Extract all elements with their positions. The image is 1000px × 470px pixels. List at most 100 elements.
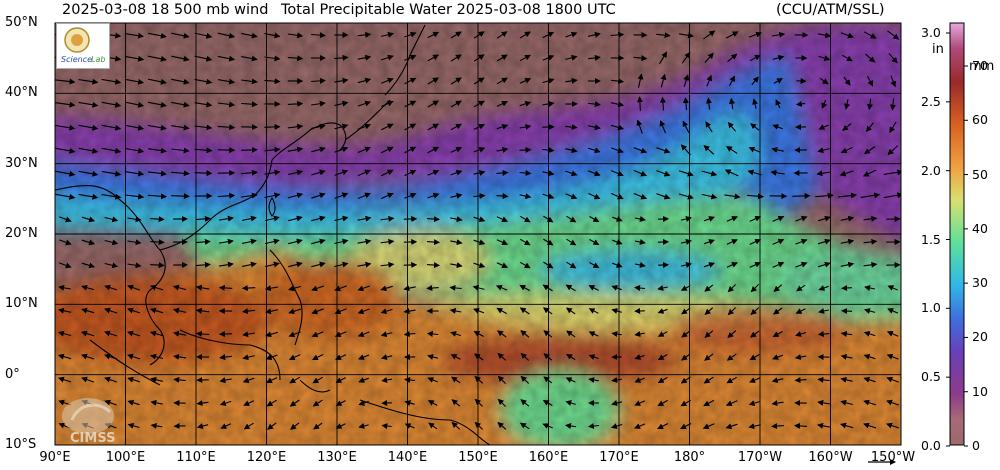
wind-arrow xyxy=(311,331,324,338)
wind-arrow xyxy=(542,423,553,429)
wind-arrow xyxy=(242,377,255,384)
wind-arrow xyxy=(288,238,303,245)
wind-arrow xyxy=(264,192,281,199)
wind-arrow xyxy=(357,123,372,130)
wind-arrow xyxy=(817,376,830,383)
wind-arrow xyxy=(841,308,853,314)
wind-arrow xyxy=(104,284,118,291)
longitude-label: 110°E xyxy=(176,450,216,465)
wind-arrow xyxy=(887,30,900,40)
wind-arrow xyxy=(542,193,555,200)
wind-arrow xyxy=(588,354,599,360)
wind-arrow xyxy=(701,193,718,200)
wind-arrow xyxy=(55,78,76,85)
wind-arrow xyxy=(890,75,897,88)
wind-arrow xyxy=(219,354,232,361)
wind-arrow xyxy=(588,285,599,291)
wind-arrow xyxy=(427,54,440,62)
wind-arrow xyxy=(795,331,807,337)
svg-text:CIMSS: CIMSS xyxy=(70,431,115,446)
wind-arrow xyxy=(217,101,236,108)
wind-arrow xyxy=(404,54,417,61)
wind-arrow xyxy=(287,169,304,176)
wind-arrow xyxy=(427,192,440,199)
wind-arrow xyxy=(218,331,233,338)
wind-arrow xyxy=(747,169,762,176)
wind-arrow xyxy=(660,73,667,88)
wind-arrow xyxy=(241,215,257,222)
wind-arrow xyxy=(565,423,577,429)
wind-arrow xyxy=(104,330,118,337)
cimss-logo: CIMSS xyxy=(58,390,132,446)
wind-arrow xyxy=(863,353,876,360)
wind-arrow xyxy=(58,284,71,291)
wind-arrow xyxy=(883,169,901,176)
wind-arrow xyxy=(705,121,713,133)
wind-arrow xyxy=(219,215,234,222)
wind-arrow xyxy=(703,262,715,268)
wind-arrow xyxy=(78,193,99,200)
wind-arrow xyxy=(241,101,258,108)
wind-arrow xyxy=(841,285,852,291)
colorbar-inch-tick: 0.5 xyxy=(921,369,941,385)
wind-arrow xyxy=(78,147,99,154)
wind-arrow xyxy=(427,31,440,39)
wind-arrow xyxy=(334,215,349,222)
wind-arrow xyxy=(59,239,72,246)
wind-arrow xyxy=(450,146,463,153)
wind-arrow xyxy=(81,376,95,383)
wind-arrow xyxy=(149,307,164,314)
wind-arrow xyxy=(749,54,761,62)
wind-arrow xyxy=(750,307,760,316)
wind-arrow xyxy=(792,192,811,199)
wind-arrow xyxy=(335,423,346,429)
wind-arrow xyxy=(863,422,877,429)
wind-arrow xyxy=(565,31,578,38)
wind-arrow xyxy=(542,399,553,406)
wind-arrow xyxy=(705,97,712,110)
latitude-label: 10°S xyxy=(5,437,37,452)
wind-arrow xyxy=(656,170,671,177)
wind-vectors xyxy=(55,30,901,430)
wind-arrow xyxy=(241,146,258,153)
wind-arrow xyxy=(796,284,806,292)
wind-arrow xyxy=(380,192,394,200)
wind-arrow xyxy=(866,98,873,111)
wind-arrow xyxy=(681,307,691,315)
wind-arrow xyxy=(611,377,622,383)
wind-arrow xyxy=(81,239,96,246)
wind-arrow xyxy=(588,308,599,314)
wind-arrow xyxy=(196,238,211,245)
wind-arrow xyxy=(404,100,417,108)
wind-arrow xyxy=(889,98,896,111)
wind-arrow xyxy=(357,261,372,268)
wind-arrow xyxy=(287,32,304,39)
wind-arrow xyxy=(473,216,486,223)
wind-arrow xyxy=(678,193,694,200)
wind-arrow xyxy=(565,147,578,154)
wind-arrow xyxy=(657,308,668,314)
wind-arrow xyxy=(55,124,76,131)
wind-arrow xyxy=(496,77,508,85)
wind-arrow xyxy=(863,238,878,245)
wind-arrow xyxy=(357,77,372,84)
wind-arrow xyxy=(589,262,600,268)
colorbar-mm-tick: 40 xyxy=(972,220,988,236)
wind-arrow xyxy=(887,308,899,314)
wind-arrow xyxy=(683,74,690,87)
wind-arrow xyxy=(729,75,735,86)
wind-arrow xyxy=(817,215,831,222)
wind-arrow xyxy=(635,262,646,268)
wind-arrow xyxy=(863,399,876,406)
wind-arrow xyxy=(196,261,211,268)
wind-arrow xyxy=(542,307,553,315)
wind-arrow xyxy=(171,32,190,39)
wind-arrow xyxy=(771,377,784,384)
wind-arrow xyxy=(81,353,95,360)
wind-arrow xyxy=(357,238,372,245)
wind-arrow xyxy=(840,261,855,268)
wind-arrow xyxy=(311,123,326,130)
wind-arrow xyxy=(886,422,900,429)
